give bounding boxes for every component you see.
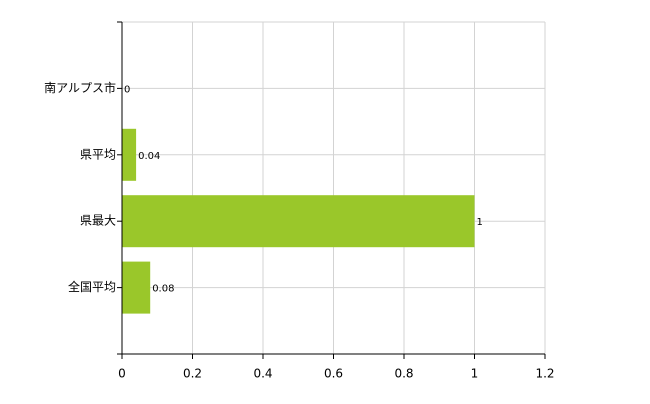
x-tick-label: 0 [118, 367, 126, 381]
x-tick-label: 0.2 [183, 367, 202, 381]
value-label: 1 [477, 217, 483, 228]
y-tick-label: 県平均 [80, 147, 116, 161]
x-tick-label: 0.4 [253, 367, 272, 381]
x-tick-label: 0.6 [324, 367, 343, 381]
y-tick-label: 県最大 [80, 214, 116, 228]
bar [122, 128, 137, 181]
bar [122, 195, 475, 248]
value-label: 0.04 [138, 151, 160, 162]
y-tick-label: 全国平均 [68, 279, 116, 294]
x-tick-label: 1.2 [535, 367, 554, 381]
y-tick-label: 南アルプス市 [44, 80, 116, 95]
x-tick-label: 1 [471, 367, 479, 381]
value-label: 0 [124, 84, 130, 95]
bar [122, 261, 151, 314]
value-label: 0.08 [152, 284, 174, 295]
x-tick-label: 0.8 [394, 367, 413, 381]
